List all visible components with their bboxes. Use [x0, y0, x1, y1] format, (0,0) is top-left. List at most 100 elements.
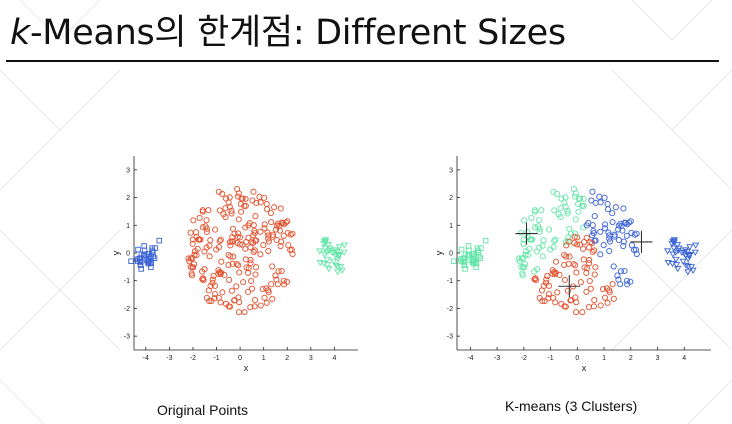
data-point [545, 290, 552, 298]
y-tick-label: 0 [126, 251, 130, 258]
data-point [205, 207, 212, 214]
data-point [581, 264, 588, 271]
data-point [265, 238, 273, 245]
data-point [589, 248, 596, 256]
data-point [551, 207, 558, 214]
data-point [633, 230, 640, 237]
data-point [684, 269, 692, 276]
data-point [152, 245, 158, 251]
data-point [248, 239, 255, 246]
data-point [235, 309, 243, 316]
data-point [563, 253, 570, 260]
data-point [252, 264, 260, 271]
data-point [583, 222, 590, 229]
data-point [522, 260, 529, 268]
x-tick-label: -2 [521, 355, 527, 362]
data-point [626, 219, 633, 226]
data-point [252, 271, 259, 278]
data-point [674, 266, 682, 273]
data-point [263, 299, 270, 306]
data-point [229, 225, 237, 232]
data-point [234, 233, 241, 240]
data-point [227, 253, 234, 260]
data-point [458, 246, 465, 253]
original-points-plot: -4 -3 -2 -1 0 1 2 3 4 -3 -2 -1 0 1 2 3 x y [112, 156, 358, 373]
x-tick-label: 4 [332, 355, 336, 362]
data-point [605, 229, 612, 236]
data-point [257, 199, 264, 206]
data-point [251, 247, 259, 254]
data-point [552, 258, 560, 265]
data-point [600, 242, 607, 249]
data-point [604, 206, 611, 213]
data-point [462, 266, 468, 272]
data-point [580, 245, 587, 252]
data-point [574, 241, 581, 248]
data-point [515, 255, 522, 262]
data-point [316, 248, 324, 255]
x-tick-label: 1 [262, 355, 266, 362]
data-point [588, 197, 595, 204]
data-point [551, 237, 558, 245]
data-point [248, 285, 256, 292]
data-point [604, 299, 611, 306]
data-point [566, 253, 573, 260]
data-point [586, 277, 593, 285]
y-tick-label: 0 [449, 251, 453, 258]
data-point [609, 210, 616, 217]
data-point [615, 226, 622, 233]
data-point [589, 232, 596, 239]
data-point [284, 229, 291, 236]
data-point [323, 249, 331, 256]
data-point [606, 247, 613, 255]
x-tick-label: 0 [238, 355, 242, 362]
data-point [320, 251, 328, 258]
data-point [199, 268, 206, 275]
data-point [531, 276, 538, 283]
data-point [563, 242, 570, 249]
data-point [572, 230, 579, 237]
data-point [678, 249, 686, 257]
data-point [538, 207, 545, 214]
data-point [332, 262, 340, 269]
data-point [556, 271, 563, 278]
data-point [620, 242, 627, 250]
data-point [199, 207, 206, 214]
data-point [565, 234, 572, 241]
data-point [601, 225, 608, 232]
data-point [580, 195, 587, 202]
data-point [203, 217, 210, 224]
x-axis-label: x [244, 363, 249, 373]
data-point [137, 259, 143, 266]
x-tick-label: 3 [656, 355, 660, 362]
data-point [461, 259, 467, 266]
data-point [238, 195, 245, 202]
data-point [257, 302, 264, 309]
data-point [273, 276, 280, 283]
data-point [225, 261, 232, 268]
data-point [521, 217, 528, 224]
data-point [248, 277, 255, 285]
data-point [606, 238, 614, 245]
centroids [515, 222, 653, 298]
data-point [264, 229, 271, 236]
data-point [236, 269, 243, 276]
data-point [589, 188, 596, 195]
data-point [247, 256, 254, 264]
data-point [261, 225, 268, 232]
data-point [549, 270, 556, 277]
data-point [217, 270, 224, 277]
data-point [628, 242, 635, 249]
data-point [235, 190, 242, 197]
data-point [529, 236, 536, 243]
data-point [212, 226, 219, 233]
data-point [620, 238, 627, 245]
data-point [276, 227, 283, 234]
data-point [668, 260, 677, 268]
data-point [591, 297, 598, 304]
data-point [141, 252, 147, 259]
data-point [691, 249, 699, 256]
data-point [546, 226, 553, 233]
data-point [228, 287, 235, 294]
data-point [209, 276, 216, 283]
